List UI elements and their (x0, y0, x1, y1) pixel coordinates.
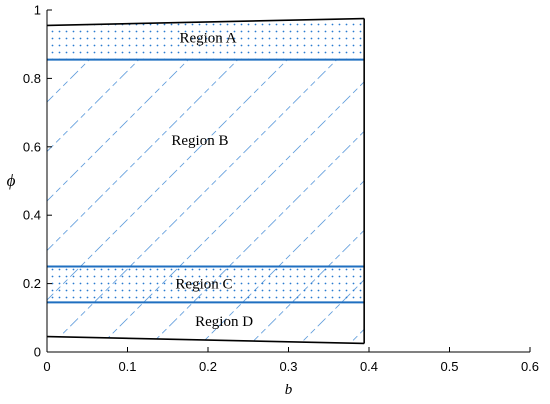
lower-boundary-line (46, 335, 365, 345)
y-tick-label: 0 (34, 345, 41, 360)
region-c-fill-2 (47, 266, 365, 303)
x-tick-label: 0.4 (360, 359, 378, 374)
x-tick-label: 0.5 (440, 359, 458, 374)
axes: 0 0.1 0.2 0.3 0.4 0.5 0.6 0 0.2 0.4 0.6 0.8 1 b ϕ (7, 3, 539, 399)
region-b-label: Region B (171, 133, 228, 149)
x-tick-label: 0.1 (118, 359, 136, 374)
y-tick-label: 1 (34, 3, 41, 18)
x-tick-label: 0.3 (279, 359, 297, 374)
regions-layer (47, 18, 365, 344)
region-a-fill-1 (47, 18, 365, 60)
region-d-label: Region D (195, 314, 253, 330)
region-b-fill-1 (47, 59, 365, 267)
region-d-fill-1 (47, 302, 365, 344)
region-c-label: Region C (175, 277, 232, 293)
region-a-label: Region A (179, 30, 236, 46)
y-tick-label: 0.2 (23, 276, 41, 291)
y-tick-label: 0.8 (23, 71, 41, 86)
x-tick-label: 0.2 (199, 359, 217, 374)
x-axis-label: b (285, 382, 293, 398)
x-tick-label: 0.6 (521, 359, 539, 374)
feasible-region-boundary (46, 17, 365, 345)
region-boundary-lines (47, 58, 365, 304)
y-tick-label: 0.6 (23, 139, 41, 154)
x-tick-label: 0 (43, 359, 50, 374)
y-axis-label: ϕ (7, 171, 16, 190)
y-tick-label: 0.4 (23, 208, 41, 223)
upper-boundary-line (46, 17, 365, 27)
region-labels: Region A Region B Region C Region D (171, 30, 253, 330)
